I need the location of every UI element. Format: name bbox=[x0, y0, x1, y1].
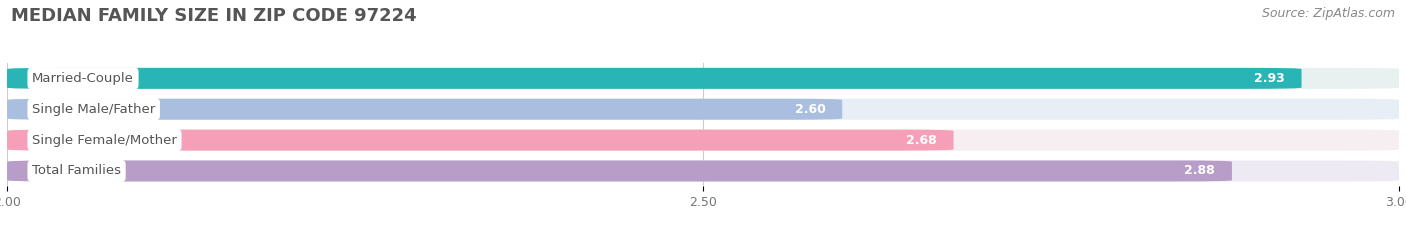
Text: Source: ZipAtlas.com: Source: ZipAtlas.com bbox=[1261, 7, 1395, 20]
FancyBboxPatch shape bbox=[7, 68, 1302, 89]
Text: Married-Couple: Married-Couple bbox=[32, 72, 134, 85]
Text: Single Female/Mother: Single Female/Mother bbox=[32, 134, 177, 147]
Text: Total Families: Total Families bbox=[32, 164, 121, 178]
FancyBboxPatch shape bbox=[7, 130, 953, 151]
Text: Single Male/Father: Single Male/Father bbox=[32, 103, 155, 116]
Text: 2.60: 2.60 bbox=[794, 103, 825, 116]
FancyBboxPatch shape bbox=[7, 161, 1399, 182]
Text: 2.93: 2.93 bbox=[1254, 72, 1285, 85]
FancyBboxPatch shape bbox=[7, 130, 1399, 151]
Text: MEDIAN FAMILY SIZE IN ZIP CODE 97224: MEDIAN FAMILY SIZE IN ZIP CODE 97224 bbox=[11, 7, 416, 25]
Text: 2.68: 2.68 bbox=[905, 134, 936, 147]
FancyBboxPatch shape bbox=[7, 68, 1399, 89]
FancyBboxPatch shape bbox=[7, 161, 1232, 182]
FancyBboxPatch shape bbox=[7, 99, 842, 120]
FancyBboxPatch shape bbox=[7, 99, 1399, 120]
Text: 2.88: 2.88 bbox=[1184, 164, 1215, 178]
